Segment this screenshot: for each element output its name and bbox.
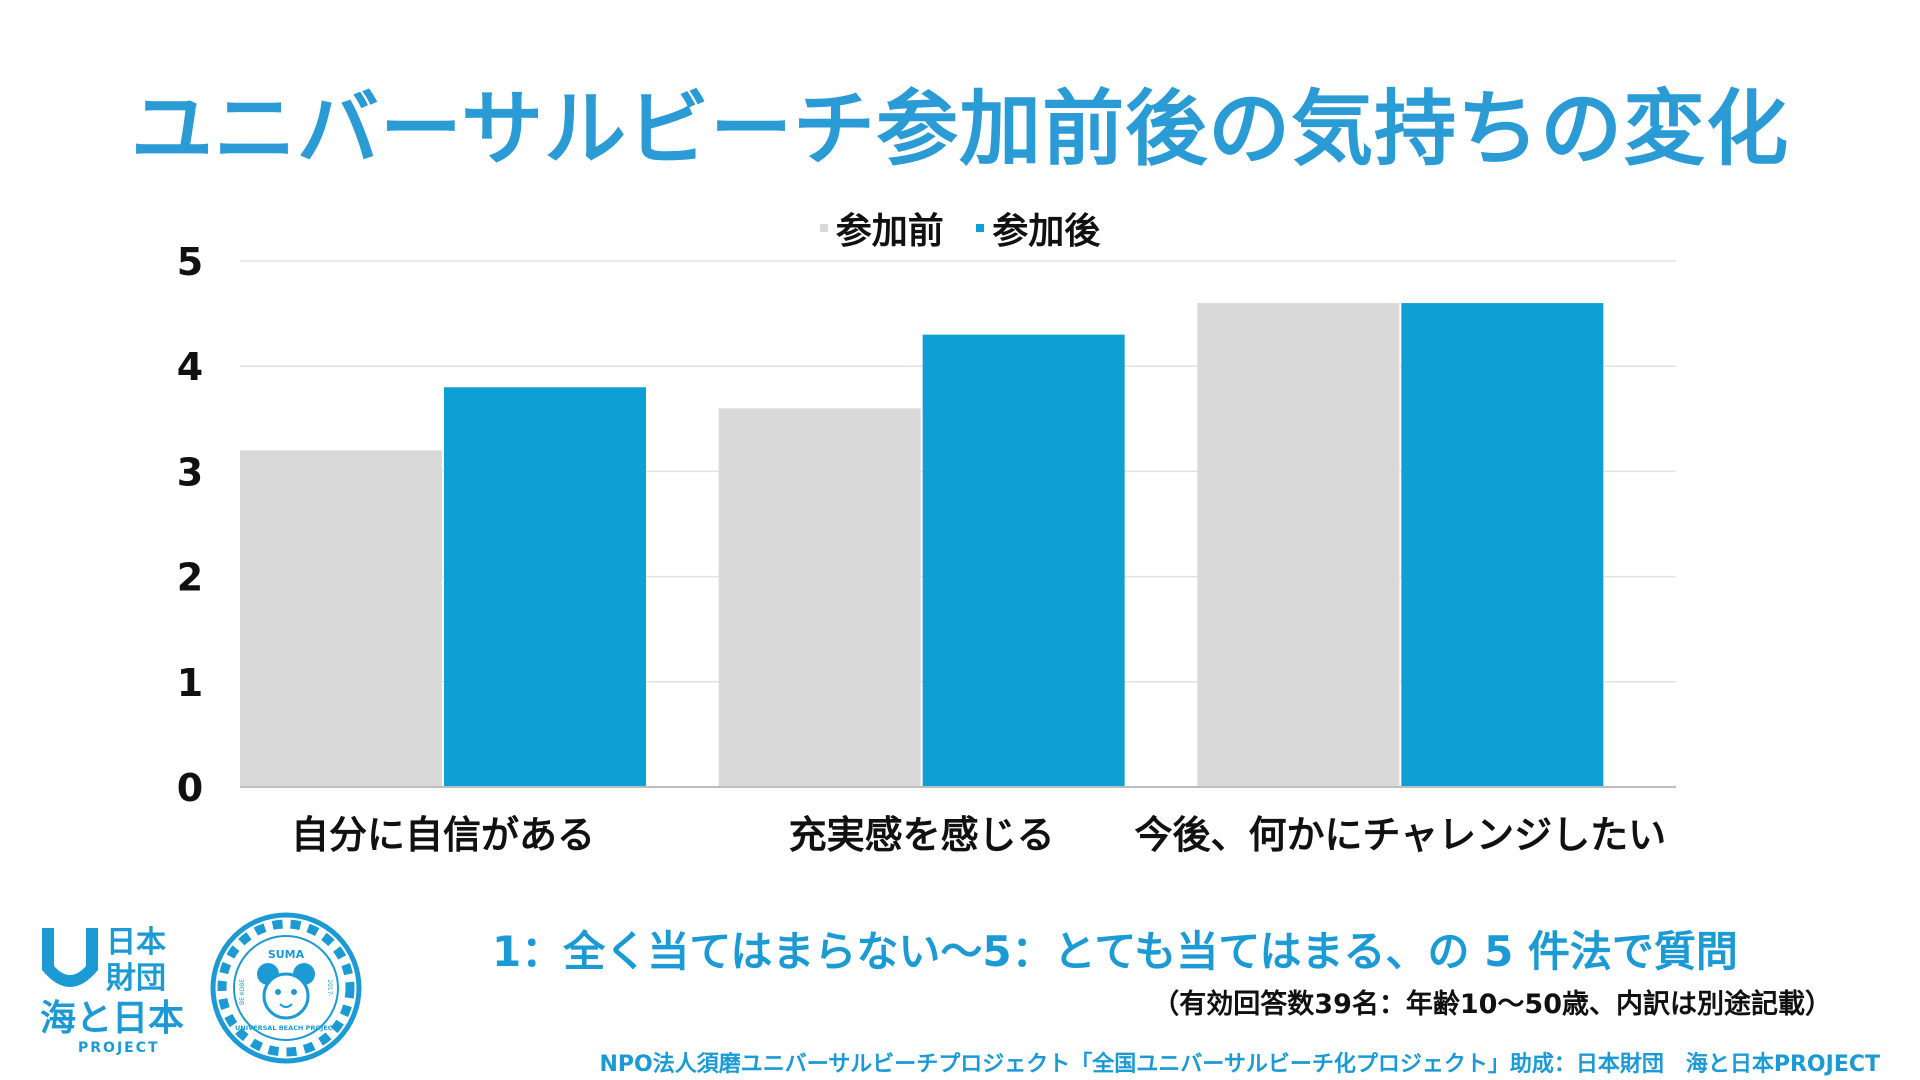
y-tick-label: 1 [177, 661, 203, 705]
smile-face-icon [42, 928, 98, 987]
survey-scale-note: 1：全く当てはまらない〜5：とても当てはまる、の 5 件法で質問 [492, 927, 1738, 976]
nippon-foundation-logo: 日本 財団 海と日本 PROJECT [36, 918, 186, 1058]
chart-legend: 参加前 参加後 [0, 200, 1920, 254]
legend-swatch-before [819, 224, 828, 232]
suma-universal-beach-logo: SUMA UNIVERSAL BEACH PROJECT BE KOBE 201… [210, 912, 362, 1064]
suma-logo-right-text: 2017- [326, 979, 333, 996]
page-title: ユニバーサルビーチ参加前後の気持ちの変化 [130, 82, 1790, 177]
y-tick-label: 0 [177, 766, 203, 810]
bar [444, 387, 646, 787]
legend-item-before: 参加前 [819, 202, 944, 254]
bar [1401, 303, 1604, 787]
logo-text-line4: PROJECT [78, 1040, 160, 1056]
respondent-note: （有効回答数39名：年齢10〜50歳、内訳は別途記載） [1152, 989, 1832, 1020]
legend-label-after: 参加後 [992, 211, 1101, 252]
bar [240, 450, 442, 787]
y-tick-label: 5 [177, 240, 203, 284]
suma-logo-left-text: BE KOBE [239, 979, 246, 1005]
bar-chart: 0 1 2 3 4 5 自分に自信がある 充実感を感じる 今後、何かにチャレンジしたい [177, 240, 1676, 857]
legend-swatch-after [976, 224, 985, 232]
footer-credit: NPO法人須磨ユニバーサルビーチプロジェクト「全国ユニバーサルビーチ化プロジェク… [599, 1052, 1881, 1077]
y-tick-label: 4 [177, 345, 203, 389]
logo-text-line2: 財団 [106, 961, 166, 996]
suma-logo-bottom-text: UNIVERSAL BEACH PROJECT [235, 1024, 338, 1032]
x-category-label: 自分に自信がある [291, 813, 595, 857]
logo-text-line1: 日本 [106, 925, 166, 960]
legend-label-before: 参加前 [835, 211, 944, 252]
y-tick-label: 3 [177, 450, 203, 494]
x-category-label: 充実感を感じる [789, 813, 1055, 857]
suma-logo-top-text: SUMA [268, 948, 305, 961]
logo-text-line3: 海と日本 [40, 998, 184, 1039]
bar [922, 334, 1125, 787]
bar [718, 408, 921, 787]
legend-item-after: 参加後 [976, 202, 1100, 254]
bar [1197, 303, 1400, 787]
y-tick-label: 2 [177, 556, 203, 600]
x-category-label: 今後、何かにチャレンジしたい [1135, 813, 1667, 857]
